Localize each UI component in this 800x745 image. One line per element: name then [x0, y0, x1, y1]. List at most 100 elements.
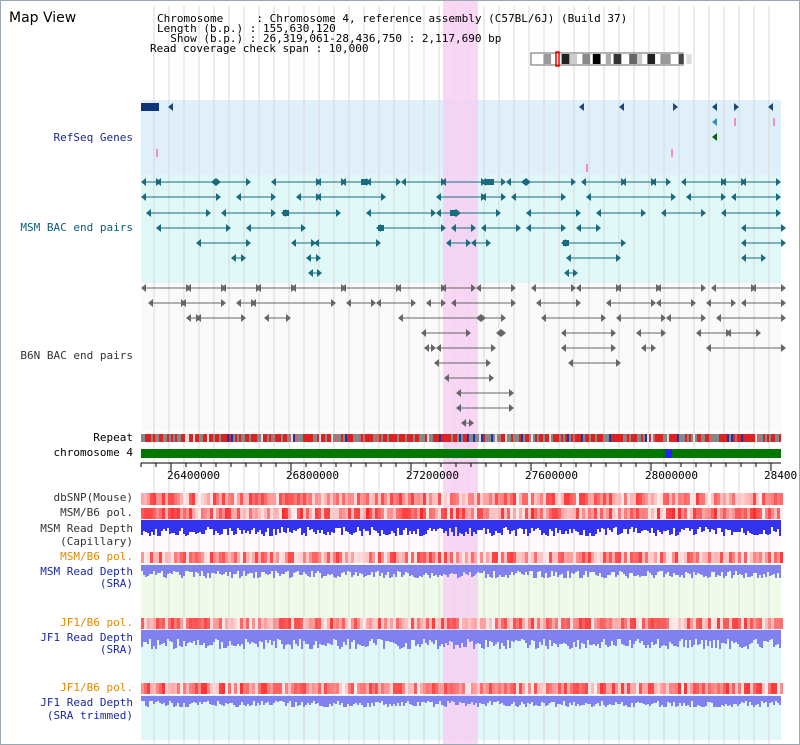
jf1-b6-pol-density [309, 618, 312, 629]
msm-b6-pol2-density [360, 552, 363, 563]
jf1-depth-sra-bar [657, 630, 659, 639]
dbsnp-density [216, 493, 219, 505]
track-label-dbsnp[interactable]: dbSNP(Mouse) [53, 491, 133, 504]
jf1-depth-sra-bar [253, 630, 255, 643]
jf1-b6-pol-density [405, 618, 408, 629]
msm-depth-sra-bar [669, 565, 671, 576]
dbsnp-density [159, 493, 162, 505]
jf1-depth-trimmed-bar [309, 696, 311, 705]
msm-b6-pol2-density [459, 552, 462, 563]
msm-depth-sra-bar [341, 565, 343, 573]
msm-depth-capillary-bar [501, 520, 503, 535]
bac-end-marker [141, 193, 146, 201]
msm-depth-sra-bar [549, 565, 551, 577]
ideogram-band [577, 54, 583, 64]
dbsnp-density [162, 493, 165, 505]
msm-b6-pol2-density [441, 552, 444, 563]
msm-depth-sra-bar [633, 565, 635, 576]
track-label-jf1-depth-trimmed[interactable]: JF1 Read Depth [40, 696, 133, 709]
jf1-b6-pol2-density [222, 683, 225, 694]
track-label-msm-b6-pol-2[interactable]: MSM/B6 pol. [60, 550, 133, 563]
dbsnp-density [186, 493, 189, 505]
msm-depth-capillary-bar [393, 520, 395, 533]
track-label-jf1-depth-sra[interactable]: JF1 Read Depth [40, 631, 133, 644]
jf1-depth-sra-bar [441, 630, 443, 644]
jf1-b6-pol-density [633, 618, 636, 629]
msm-depth-capillary-bar [523, 520, 525, 534]
repeat-feature [615, 434, 617, 442]
jf1-b6-pol-density [240, 618, 243, 629]
msm-b6-pol2-density [258, 552, 261, 563]
track-label-msm-depth-capillary[interactable]: MSM Read Depth [40, 522, 133, 535]
msm-depth-sra-bar [411, 565, 413, 575]
msm-b6-pol-density [261, 508, 264, 519]
jf1-depth-trimmed-bar [287, 696, 289, 703]
dbsnp-density [447, 493, 450, 505]
jf1-b6-pol-density [417, 618, 420, 629]
jf1-b6-pol2-density [312, 683, 315, 694]
ideogram-band [533, 54, 544, 64]
track-label-repeat[interactable]: Repeat [93, 431, 133, 444]
jf1-b6-pol2-density [264, 683, 267, 694]
msm-b6-pol2-density [660, 552, 663, 563]
msm-depth-capillary-bar [701, 520, 703, 532]
msm-b6-pol2-density [186, 552, 189, 563]
jf1-b6-pol-density [141, 618, 144, 629]
track-label-b6n-bac[interactable]: B6N BAC end pairs [20, 349, 133, 362]
msm-depth-sra-bar [179, 565, 181, 575]
track-label-chromosome[interactable]: chromosome 4 [53, 446, 133, 459]
jf1-depth-trimmed-bar [445, 696, 447, 707]
msm-b6-pol2-density [420, 552, 423, 563]
msm-depth-sra-bar [423, 565, 425, 575]
msm-b6-pol2-density [519, 552, 522, 563]
jf1-b6-pol2-density [381, 683, 384, 694]
msm-b6-pol2-density [471, 552, 474, 563]
jf1-depth-sra-bar [369, 630, 371, 641]
msm-b6-pol2-density [579, 552, 582, 563]
jf1-b6-pol-density [669, 618, 672, 629]
jf1-depth-sra-bar [185, 630, 187, 646]
jf1-b6-pol2-density [279, 683, 282, 694]
jf1-depth-sra-bar [609, 630, 611, 646]
jf1-depth-trimmed-bar [677, 696, 679, 706]
msm-depth-capillary-bar [709, 520, 711, 532]
jf1-depth-trimmed-bar [701, 696, 703, 707]
msm-depth-sra-bar [309, 565, 311, 577]
track-label-msm-depth-sra[interactable]: MSM Read Depth [40, 565, 133, 578]
jf1-depth-sra-bar [551, 630, 553, 646]
track-label-refseq[interactable]: RefSeq Genes [53, 131, 133, 144]
bac-end-marker [526, 224, 531, 232]
dbsnp-density [513, 493, 516, 505]
repeat-feature [399, 434, 401, 442]
track-label-jf1-b6-pol-2[interactable]: JF1/B6 pol. [60, 681, 133, 694]
repeat-feature [349, 434, 351, 442]
msm-b6-pol2-density [537, 552, 540, 563]
msm-b6-pol-density [654, 508, 657, 519]
bac-end-marker [526, 209, 531, 217]
msm-depth-sra-bar [377, 565, 379, 571]
dbsnp-density [231, 493, 234, 505]
jf1-depth-sra-bar [537, 630, 539, 648]
track-label-jf1-b6-pol[interactable]: JF1/B6 pol. [60, 616, 133, 629]
jf1-depth-trimmed-bar [143, 696, 145, 701]
msm-b6-pol-density [300, 508, 303, 519]
repeat-feature [417, 434, 419, 442]
jf1-b6-pol2-density [147, 683, 150, 694]
dbsnp-density [252, 493, 255, 505]
bac-end-marker [216, 193, 221, 201]
jf1-b6-pol-density [183, 618, 186, 629]
jf1-b6-pol-density [150, 618, 153, 629]
repeat-feature [493, 434, 495, 442]
repeat-feature [485, 434, 487, 442]
track-label-msm-bac[interactable]: MSM BAC end pairs [20, 221, 133, 234]
track-label-msm-b6-pol[interactable]: MSM/B6 pol. [60, 506, 133, 519]
msm-b6-pol2-density [612, 552, 615, 563]
jf1-b6-pol2-density [603, 683, 606, 694]
repeat-feature [709, 434, 711, 442]
jf1-depth-sra-bar [373, 630, 375, 643]
repeat-feature [173, 434, 175, 442]
msm-depth-capillary-bar [335, 520, 337, 528]
jf1-depth-sra-bar [141, 630, 143, 647]
msm-depth-capillary-bar [749, 520, 751, 533]
